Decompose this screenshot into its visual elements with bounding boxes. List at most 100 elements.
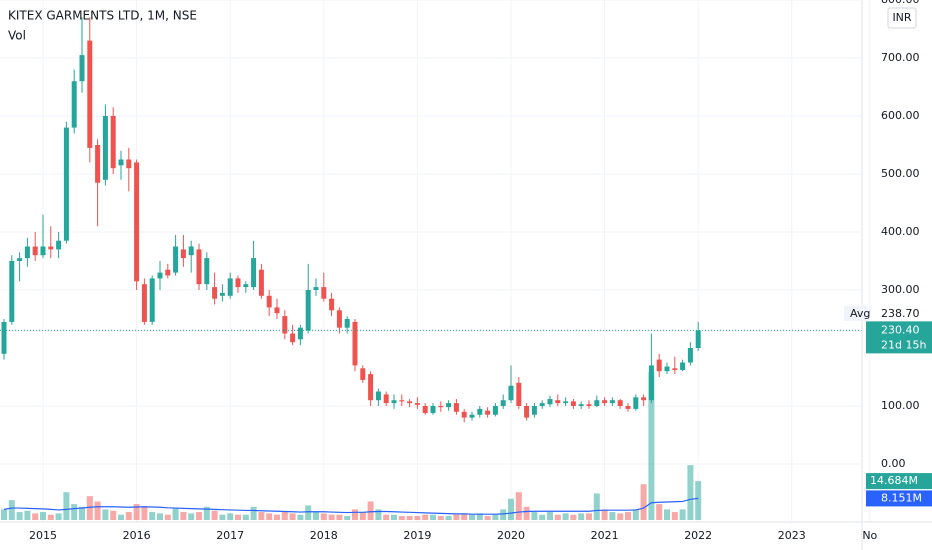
x-tick-label: 2022 (684, 529, 712, 542)
volume-bar (164, 514, 171, 520)
candle-body (391, 400, 397, 404)
candle-body (563, 401, 569, 404)
volume-bar (586, 513, 592, 520)
volume-bar (500, 509, 507, 520)
volume-bar (554, 514, 561, 520)
volume-bar (515, 492, 522, 520)
candle-body (430, 406, 436, 413)
candle-body (274, 307, 280, 314)
volume-bar (196, 512, 202, 520)
volume-bar (508, 498, 514, 520)
candle-body (313, 287, 319, 290)
candle-body (17, 258, 23, 261)
last-price: 230.40 (881, 323, 920, 336)
volume-bar (172, 508, 179, 520)
volume-bar (578, 513, 585, 520)
candle-body (625, 406, 631, 409)
volume-bar (695, 481, 702, 520)
candle-body (71, 81, 77, 128)
volume-bar (492, 514, 499, 520)
volume-bar (562, 513, 569, 520)
volume-bar (437, 516, 444, 520)
candle-body (1, 321, 7, 354)
candle-body (9, 261, 15, 322)
volume-bar (359, 512, 366, 520)
volume-bar (336, 514, 343, 520)
candle-body (173, 246, 179, 273)
volume-title: Vol (8, 29, 26, 43)
candle-body (251, 258, 257, 288)
candle-body (118, 159, 124, 166)
candle-body (95, 145, 101, 183)
avg-tag (844, 306, 868, 321)
volume-bar (367, 501, 374, 520)
x-tick-label: 2015 (29, 529, 57, 542)
candle-body (165, 269, 171, 276)
volume-bar (133, 504, 140, 520)
volume-bar (313, 512, 319, 520)
candle-body (336, 310, 342, 328)
x-tick-label: 2023 (778, 529, 806, 542)
volume-bar (531, 512, 538, 520)
candle-body (672, 368, 678, 371)
candle-body (586, 404, 592, 406)
volume-bar (328, 514, 335, 520)
candle-body (578, 404, 584, 406)
volume-bar (523, 506, 530, 520)
volume-bar (640, 484, 647, 520)
candle-body (266, 295, 272, 308)
volume-bar (289, 513, 296, 520)
candle-body (375, 391, 381, 401)
volume-bar (687, 465, 694, 520)
currency[interactable]: INR (892, 11, 911, 24)
volume-bar (219, 514, 226, 520)
volume-bar (453, 514, 460, 520)
candle-body (63, 127, 69, 241)
volume-bar (86, 496, 93, 520)
volume-bar (250, 506, 257, 520)
candle-body (438, 406, 444, 408)
volume-bar (445, 516, 452, 520)
candle-body (477, 408, 483, 415)
volume-bar (484, 516, 491, 520)
volume-bar (344, 516, 351, 520)
candle-body (500, 400, 506, 406)
candle-body (383, 394, 389, 404)
candle-body (235, 278, 241, 288)
volume-bar (570, 514, 577, 520)
avg-label: Avg (850, 307, 870, 320)
candle-body (56, 240, 62, 250)
candle-body (680, 362, 686, 371)
candle-body (212, 287, 218, 299)
candle-body (329, 298, 335, 311)
volume-bar (461, 513, 468, 520)
candle-body (539, 403, 545, 406)
candle-body (305, 290, 311, 331)
x-tick-label: No (862, 529, 877, 542)
candle-body (453, 403, 459, 412)
volume-tag (866, 473, 932, 490)
volume-bar (547, 512, 553, 520)
volume-bar (476, 513, 483, 520)
plot (0, 17, 862, 520)
currency-box[interactable] (887, 7, 917, 29)
candle-body (687, 348, 693, 363)
volume-bar (430, 514, 436, 520)
candle-body (180, 249, 186, 259)
candle-body (641, 397, 647, 401)
y-tick-label: 400.00 (881, 225, 920, 238)
volume-bar (157, 513, 163, 520)
y-tick-label: 100.00 (881, 399, 920, 412)
candle-body (469, 414, 475, 418)
volume-bar (609, 512, 616, 520)
candle-body (461, 411, 467, 418)
candle-body (352, 321, 358, 366)
candle-body (648, 365, 654, 401)
volume-bar (383, 514, 390, 520)
candle-body (422, 406, 428, 413)
candle-body (102, 116, 108, 180)
volume-bar (266, 513, 273, 520)
candle-body (126, 159, 132, 169)
volume-ma-line (3, 497, 699, 515)
volume-bar (679, 509, 686, 520)
